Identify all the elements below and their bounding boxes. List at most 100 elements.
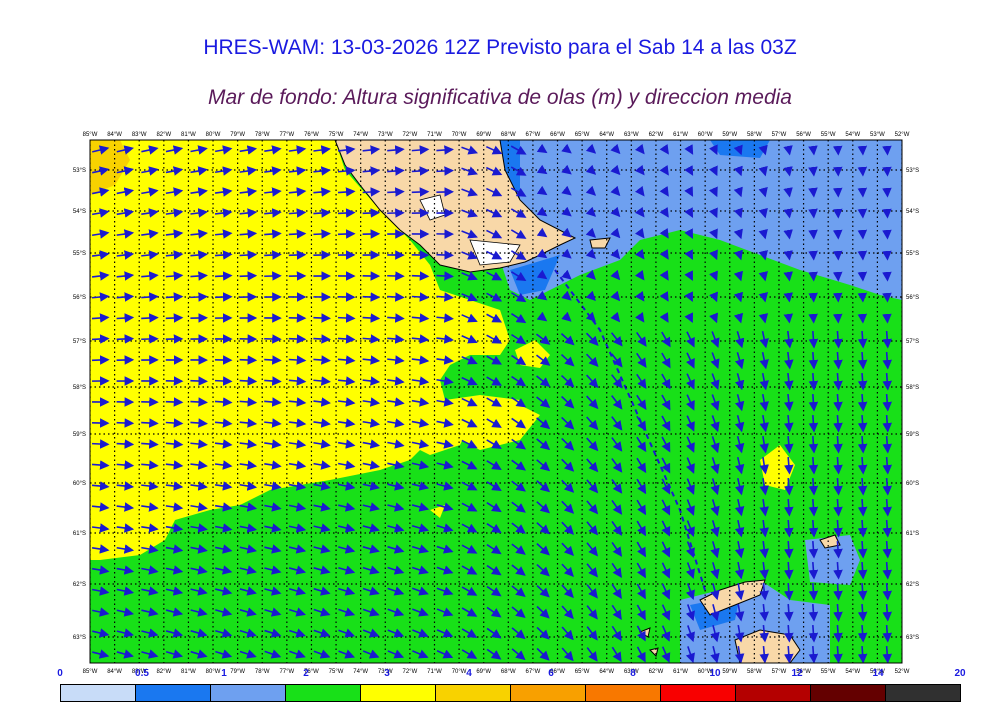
lat-label: 61°S xyxy=(906,531,919,537)
lon-label: 68°W xyxy=(501,669,516,675)
swell-arrow xyxy=(141,166,159,176)
lon-label: 81°W xyxy=(181,132,196,138)
swell-arrow xyxy=(190,418,208,428)
swell-arrow xyxy=(387,607,405,617)
swell-arrow xyxy=(636,436,647,453)
land-isla-estados xyxy=(589,237,611,249)
swell-zone-1-2m-islands xyxy=(805,535,860,585)
swell-arrow xyxy=(116,208,135,218)
swell-arrow xyxy=(808,519,819,538)
swell-arrow xyxy=(857,166,868,177)
swell-arrow xyxy=(387,586,405,596)
swell-arrow xyxy=(436,649,454,659)
swell-arrow xyxy=(659,249,669,260)
swell-arrow xyxy=(882,540,892,559)
swell-arrow xyxy=(264,439,282,449)
swell-arrow xyxy=(190,586,208,596)
swell-arrow xyxy=(239,586,257,596)
swell-arrow xyxy=(91,292,110,302)
legend-swatch xyxy=(735,684,811,702)
swell-arrow xyxy=(686,394,695,411)
swell-arrow xyxy=(586,374,599,389)
swell-arrow xyxy=(882,271,892,282)
swell-arrow xyxy=(362,334,381,344)
swell-arrow xyxy=(461,460,478,470)
swell-arrow xyxy=(239,502,258,512)
swell-arrow xyxy=(833,330,843,349)
swell-arrow xyxy=(586,542,599,557)
swell-arrow xyxy=(882,414,892,433)
swell-arrow xyxy=(857,292,868,303)
lon-label: 72°W xyxy=(403,132,418,138)
swell-arrow xyxy=(832,145,843,156)
swell-arrow xyxy=(636,478,647,495)
swell-arrow xyxy=(561,584,574,599)
swell-arrow xyxy=(461,502,478,512)
swell-arrow xyxy=(857,624,868,643)
swell-arrow xyxy=(313,628,331,638)
swell-arrow xyxy=(784,624,794,643)
swell-arrow xyxy=(411,334,430,344)
swell-arrow xyxy=(461,565,478,575)
swell-arrow xyxy=(857,519,868,538)
swell-arrow xyxy=(611,437,623,452)
swell-arrow xyxy=(91,313,110,323)
swell-arrow xyxy=(486,313,503,323)
swell-arrow xyxy=(214,397,233,407)
swell-arrow xyxy=(436,418,454,428)
swell-arrow xyxy=(585,290,596,302)
swell-arrow xyxy=(586,416,599,431)
swell-arrow xyxy=(288,544,307,554)
lon-label: 78°W xyxy=(255,132,270,138)
swell-arrow xyxy=(586,500,599,515)
swell-arrow xyxy=(288,397,307,407)
swell-arrow xyxy=(610,164,621,176)
swell-arrow xyxy=(710,583,720,601)
swell-arrow xyxy=(833,582,843,601)
swell-arrow xyxy=(510,208,527,218)
swell-arrow xyxy=(313,523,331,533)
swell-arrow xyxy=(758,249,768,261)
swell-arrow xyxy=(387,166,405,176)
swell-arrow xyxy=(116,544,135,554)
swell-arrow xyxy=(759,624,769,643)
swell-arrow xyxy=(337,313,356,323)
swell-arrow xyxy=(436,292,454,302)
swell-arrow xyxy=(536,206,548,217)
swell-arrow xyxy=(882,435,892,454)
swell-arrow xyxy=(758,271,768,282)
swell-arrow xyxy=(857,645,868,663)
lon-label: 54°W xyxy=(845,132,860,138)
swell-arrow xyxy=(313,229,331,239)
swell-arrow xyxy=(659,270,669,281)
swell-arrow xyxy=(461,439,478,449)
swell-arrow xyxy=(561,374,575,388)
swell-arrow xyxy=(239,145,258,155)
swell-arrow xyxy=(214,250,233,260)
swell-arrow xyxy=(586,479,599,494)
swell-arrow xyxy=(634,164,645,176)
swell-arrow xyxy=(141,628,159,638)
swell-arrow xyxy=(461,250,478,260)
swell-arrow xyxy=(685,499,695,516)
swell-arrow xyxy=(561,626,574,641)
lon-label: 64°W xyxy=(599,669,614,675)
legend-label: 12 xyxy=(791,668,803,679)
lon-label: 55°W xyxy=(821,132,836,138)
swell-arrow xyxy=(882,372,892,391)
swell-arrow xyxy=(239,187,258,197)
swell-arrow xyxy=(586,605,598,620)
swell-arrow xyxy=(141,313,159,323)
legend-label: 6 xyxy=(548,668,554,679)
swell-arrow xyxy=(710,646,720,663)
swell-arrow xyxy=(486,292,503,302)
swell-arrow xyxy=(288,502,307,512)
swell-arrow xyxy=(190,187,208,197)
lon-label: 84°W xyxy=(107,669,122,675)
swell-arrow xyxy=(486,208,503,218)
swell-arrow xyxy=(461,292,478,302)
swell-arrow xyxy=(436,250,454,260)
swell-arrow xyxy=(808,561,819,580)
swell-arrow xyxy=(661,373,671,390)
swell-arrow xyxy=(511,375,527,387)
